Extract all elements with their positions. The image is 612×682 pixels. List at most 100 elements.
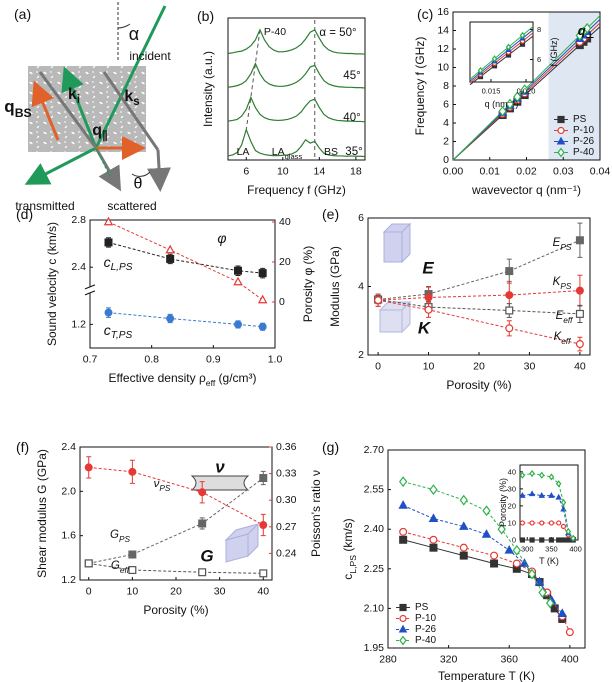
ks-vector bbox=[102, 71, 160, 151]
y-tick-label: 0 bbox=[512, 536, 516, 545]
series-label-part: c bbox=[104, 254, 111, 270]
y-tick-label: 8 bbox=[443, 80, 449, 92]
series-label-part: PS bbox=[560, 282, 572, 291]
x-axis-label: q (nm⁻¹) bbox=[485, 99, 519, 109]
series-label-part: K bbox=[554, 331, 563, 343]
y-tick-label: 12 bbox=[437, 43, 449, 55]
data-marker bbox=[128, 550, 137, 559]
y-tick-label: 1.2 bbox=[61, 574, 76, 586]
x-tick-label: 0.015 bbox=[482, 86, 501, 95]
annotation: K bbox=[418, 319, 432, 338]
schematic-label: transmitted bbox=[15, 199, 74, 213]
legend-marker bbox=[399, 635, 407, 646]
panel-label: (e) bbox=[322, 206, 339, 222]
annotation-part: q bbox=[578, 23, 586, 38]
data-marker bbox=[560, 537, 567, 543]
y-axis-label-part: L,PS bbox=[348, 555, 358, 574]
data-marker bbox=[505, 267, 514, 276]
axis-break-mark bbox=[84, 284, 96, 290]
data-marker bbox=[481, 529, 492, 538]
schematic-label-part: q bbox=[92, 122, 102, 139]
y-tick-label: 2.4 bbox=[61, 441, 76, 453]
legend-label: PS bbox=[573, 114, 587, 125]
data-marker bbox=[166, 254, 175, 263]
legend-marker bbox=[556, 136, 566, 145]
data-marker bbox=[539, 537, 545, 543]
panel-label: (c) bbox=[417, 6, 433, 22]
data-marker bbox=[556, 520, 562, 526]
y-tick-label: 14 bbox=[437, 25, 449, 37]
series-label-part: eff bbox=[563, 316, 574, 325]
y-tick-label: 2.25 bbox=[364, 563, 385, 575]
legend-marker bbox=[557, 126, 565, 135]
inset-background bbox=[520, 465, 578, 540]
schematic-label: ks bbox=[124, 88, 139, 109]
schematic-label-part: k bbox=[68, 86, 77, 103]
icon-k-cube bbox=[378, 300, 412, 334]
schematic-label-part: i bbox=[77, 94, 80, 106]
plot-frame bbox=[387, 449, 586, 649]
y-tick-label: 2 bbox=[443, 136, 449, 148]
data-marker bbox=[490, 551, 499, 560]
legend-marker bbox=[398, 624, 408, 633]
data-marker bbox=[259, 569, 268, 578]
data-marker bbox=[166, 314, 175, 323]
y-tick-label: 20 bbox=[508, 501, 516, 510]
x-axis-label: wavevector q (nm⁻¹) bbox=[471, 183, 581, 197]
icon-e-cube bbox=[382, 222, 412, 264]
schematic bbox=[24, 2, 171, 192]
annotation: q⊥ bbox=[578, 23, 595, 41]
incident-beam bbox=[94, 5, 167, 149]
data-marker bbox=[104, 308, 113, 317]
x-axis-label: Frequency f (GHz) bbox=[247, 183, 346, 197]
x-tick-label: 300 bbox=[521, 544, 534, 553]
schematic-label-part: s bbox=[133, 96, 139, 108]
data-marker bbox=[258, 269, 267, 278]
data-marker bbox=[560, 523, 567, 529]
plot-frame bbox=[469, 21, 534, 83]
qbs-vector bbox=[31, 80, 60, 141]
schematic-label: θ bbox=[134, 176, 143, 193]
data-marker bbox=[259, 474, 268, 483]
data-marker bbox=[575, 286, 584, 295]
y-tick-label: 2 bbox=[358, 349, 364, 361]
data-marker bbox=[565, 537, 571, 543]
legend-label: P-10 bbox=[415, 613, 437, 624]
series-label: φ bbox=[217, 230, 226, 246]
data-marker bbox=[504, 544, 514, 554]
data-marker bbox=[570, 534, 576, 542]
data-marker bbox=[557, 608, 568, 618]
data-marker bbox=[459, 551, 468, 560]
y2-tick-label: 0.33 bbox=[276, 468, 297, 480]
data-marker bbox=[505, 98, 515, 110]
series-label: cL,PS bbox=[104, 254, 133, 273]
data-marker bbox=[538, 587, 547, 598]
series-label: Geff bbox=[111, 560, 131, 575]
series-label: EPS bbox=[553, 237, 572, 252]
x-axis-label: Effective density ρeff (g/cm³) bbox=[108, 371, 256, 388]
y2-tick-label: 0.24 bbox=[276, 547, 297, 559]
legend-label: P-26 bbox=[415, 624, 437, 635]
x-tick-label: 40 bbox=[574, 360, 586, 372]
axis-break-mark bbox=[84, 290, 96, 296]
legend-label: PS bbox=[415, 602, 429, 613]
y-tick-label: 6 bbox=[443, 99, 449, 111]
y-tick-label: 2.55 bbox=[364, 484, 385, 496]
y-tick-label: 6 bbox=[537, 55, 541, 64]
y-tick-label: 1.95 bbox=[364, 642, 385, 654]
plot-frame bbox=[89, 219, 276, 349]
data-marker bbox=[459, 543, 468, 552]
annotation: P-40 bbox=[264, 26, 286, 38]
data-marker bbox=[497, 523, 506, 535]
data-marker bbox=[519, 520, 526, 526]
x-tick-label: 40 bbox=[257, 585, 269, 597]
series-label: α = 50° bbox=[319, 27, 356, 39]
data-marker bbox=[519, 31, 526, 39]
series-line bbox=[403, 531, 571, 633]
panel-label: (b) bbox=[197, 8, 214, 24]
y-tick-label: 2.70 bbox=[364, 444, 385, 456]
data-marker bbox=[165, 244, 175, 254]
series-label: νPS bbox=[154, 478, 171, 493]
